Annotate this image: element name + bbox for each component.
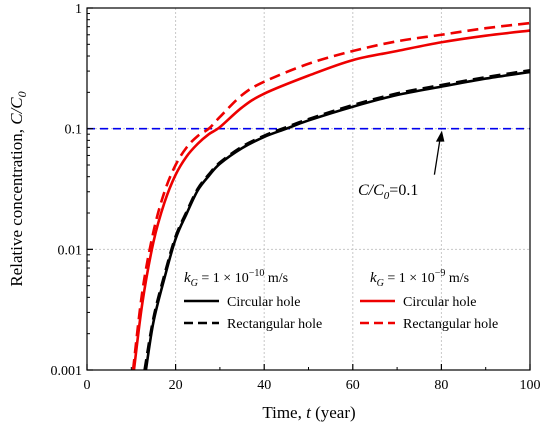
annotation-label: C/C0=0.1 [358,182,418,202]
x-tick-label: 20 [169,378,183,393]
y-tick-label: 0.001 [51,364,83,379]
y-tick-label: 1 [75,2,82,17]
legend: kG = 1 × 10−10 m/s kG = 1 × 10−9 m/s Cir… [184,268,498,332]
y-tick-label: 0.1 [65,123,83,138]
series-line-3-rectangular-hole-red [131,21,531,371]
annotation-sub: 0 [384,190,390,202]
x-tick-label: 60 [346,378,360,393]
legend-group-1-title: kG = 1 × 10−9 m/s [370,268,469,289]
annotation-arrow [433,136,442,175]
annotation-arrowhead [435,130,445,142]
series-line-2-circular-hole-red [132,29,531,371]
legend-label-black-rectangular: Rectangular hole [227,317,322,332]
series-layer [131,21,531,371]
x-tick-label: 100 [520,378,541,393]
axis-ticks: 0 20 40 60 80 100 0.001 0.01 0.1 1 [51,2,541,393]
x-tick-label: 80 [434,378,448,393]
legend-label-red-circular: Circular hole [403,295,476,310]
legend-label-red-rectangular: Rectangular hole [403,317,498,332]
y-tick-label: 0.01 [58,243,83,258]
series-line-1-rectangular-hole-black [143,68,531,371]
annotation: C/C0=0.1 [358,130,445,202]
x-tick-label: 40 [257,378,271,393]
x-axis-title: Time, t (year) [262,403,355,422]
legend-label-black-circular: Circular hole [227,295,300,310]
annotation-var: C/C [358,182,384,199]
x-tick-label: 0 [84,378,91,393]
annotation-text: =0.1 [389,182,418,199]
y-axis-title: Relative concentration, C/C0 [7,91,29,286]
legend-group-0-title: kG = 1 × 10−10 m/s [184,268,288,289]
